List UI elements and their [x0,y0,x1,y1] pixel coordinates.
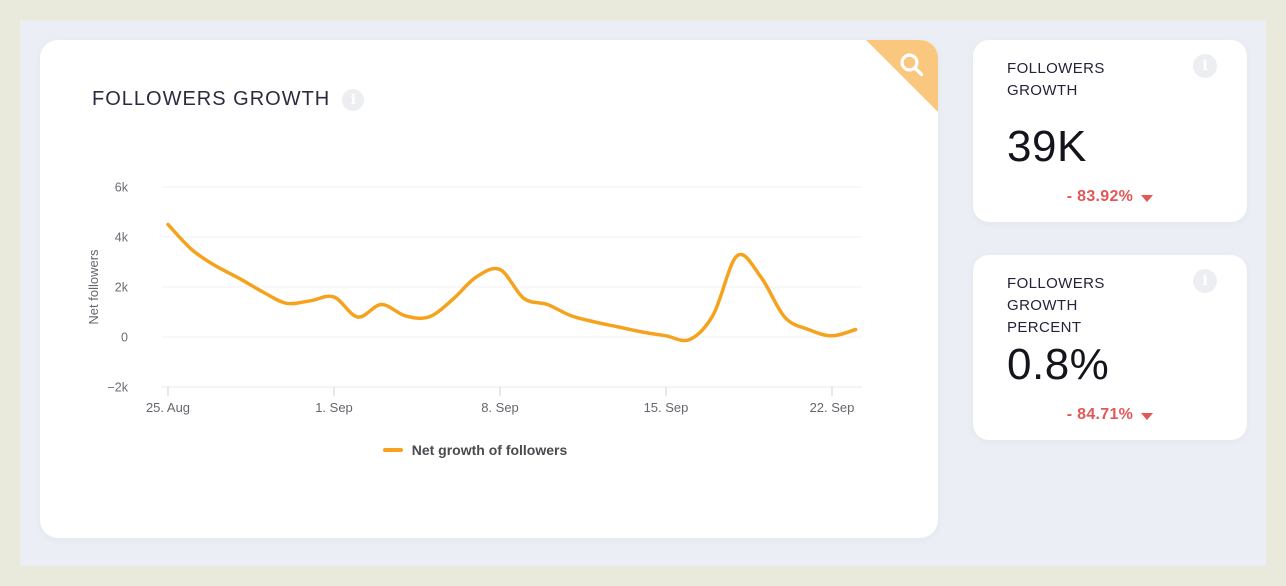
svg-text:1. Sep: 1. Sep [315,400,353,415]
svg-text:15. Sep: 15. Sep [644,400,689,415]
stat-change: - 83.92% [973,188,1247,206]
legend-label: Net growth of followers [411,442,568,458]
svg-text:22. Sep: 22. Sep [810,400,855,415]
stat-value: 39K [1007,121,1087,171]
stat-label: FOLLOWERS GROWTH [1007,60,1105,99]
down-arrow-icon [1141,194,1154,202]
info-icon[interactable] [342,88,365,111]
svg-text:6k: 6k [115,181,129,195]
followers-growth-percent-stat-card: FOLLOWERS GROWTH PERCENT 0.8% - 84.71% [973,255,1247,440]
stat-label: FOLLOWERS GROWTH PERCENT [1007,275,1105,336]
info-icon[interactable] [1193,269,1217,293]
magnifier-icon [900,53,924,77]
svg-text:4k: 4k [115,231,129,245]
down-arrow-icon [1141,412,1154,420]
info-icon[interactable] [1193,54,1217,78]
svg-text:2k: 2k [115,281,129,295]
legend-line-swatch [382,448,403,452]
chart-title: FOLLOWERS GROWTH [92,88,331,110]
chart-plot[interactable]: 6k 4k 2k 0 −2k 25. Aug 1. Sep 8. Sep 15. Sep 22. … [40,40,938,538]
followers-growth-stat-card: FOLLOWERS GROWTH 39K - 83.92% [973,40,1247,222]
stat-value: 0.8% [1007,340,1110,390]
svg-text:0: 0 [121,331,128,345]
chart-header: FOLLOWERS GROWTH [92,88,365,111]
svg-text:−2k: −2k [107,381,128,395]
followers-growth-chart-card: FOLLOWERS GROWTH 6k 4k 2k 0 −2k 25. Aug 1. Sep… [40,40,938,538]
stat-change-text: - 84.71% [1066,406,1134,423]
dashboard-panel: FOLLOWERS GROWTH 6k 4k 2k 0 −2k 25. Aug 1. Sep… [20,20,1266,566]
legend[interactable]: Net growth of followers [40,442,910,458]
svg-text:25. Aug: 25. Aug [146,400,190,415]
stat-change-text: - 83.92% [1066,188,1134,205]
stat-change: - 84.71% [973,406,1247,424]
svg-text:Net followers: Net followers [86,249,101,325]
svg-text:8. Sep: 8. Sep [481,400,519,415]
